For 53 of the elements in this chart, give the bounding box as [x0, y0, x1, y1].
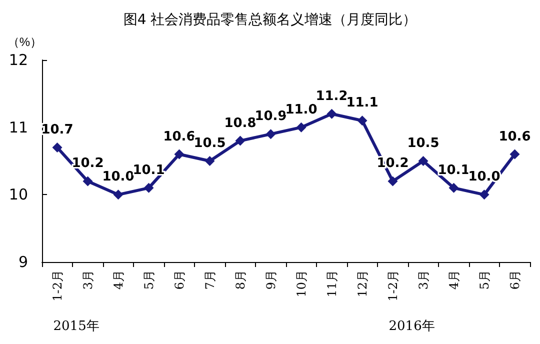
x-tick-label: 8月 [233, 270, 248, 290]
x-tick-label: 6月 [172, 270, 186, 290]
point [82, 176, 93, 186]
data-label: 11.2 [316, 88, 348, 104]
data-label: 10.0 [102, 170, 134, 185]
x-tick-label: 4月 [111, 270, 126, 290]
data-label: 10.2 [72, 156, 104, 172]
data-label: 11.1 [346, 96, 378, 111]
data-label: 10.5 [194, 136, 226, 151]
x-tick-label: 11月 [324, 270, 339, 298]
point [235, 136, 246, 146]
point [357, 116, 368, 126]
y-tick-label: 9 [18, 253, 28, 271]
x-tick-label: 5月 [477, 270, 492, 290]
x-tick-label: 1-2月 [50, 270, 64, 302]
x-tick-label: 7月 [202, 270, 217, 290]
x-tick-label: 10月 [294, 270, 308, 298]
text: 2015年 [53, 319, 100, 334]
data-label: 10.8 [224, 116, 256, 131]
y-axis-title: （%） [7, 35, 42, 49]
chart-title: 图4 社会消费品零售总额名义增速（月度同比） [123, 12, 417, 28]
y-tick-label: 10 [8, 186, 28, 204]
x-tick-label: 5月 [142, 270, 156, 290]
point [418, 156, 428, 166]
x-tick-label: 9月 [264, 270, 278, 290]
x-tick-label: 1-2月 [386, 270, 400, 302]
x-tick-label: 12月 [355, 270, 370, 298]
data-label: 10.9 [254, 109, 287, 124]
point [174, 149, 184, 160]
point [296, 122, 306, 132]
data-label: 10.5 [407, 136, 440, 151]
point [204, 156, 215, 166]
point [113, 190, 124, 200]
point [52, 142, 62, 153]
point [326, 108, 337, 119]
point [388, 176, 398, 186]
x-tick-label: 4月 [446, 270, 461, 290]
y-tick-label: 11 [8, 118, 28, 136]
x-tick-label: 3月 [80, 270, 95, 290]
data-label: 10.6 [163, 129, 196, 144]
text: 2016年 [388, 319, 435, 334]
point [479, 190, 490, 200]
data-label: 10.1 [438, 162, 470, 178]
point [448, 182, 459, 193]
x-tick-label: 6月 [508, 270, 522, 290]
data-label: 11.0 [285, 102, 318, 118]
x-tick-label: 3月 [416, 270, 430, 290]
y-tick-label: 12 [8, 51, 28, 69]
point [266, 129, 276, 140]
point [510, 149, 520, 160]
data-label: 10.6 [498, 129, 531, 144]
point [144, 182, 154, 193]
data-label: 10.1 [132, 162, 165, 178]
